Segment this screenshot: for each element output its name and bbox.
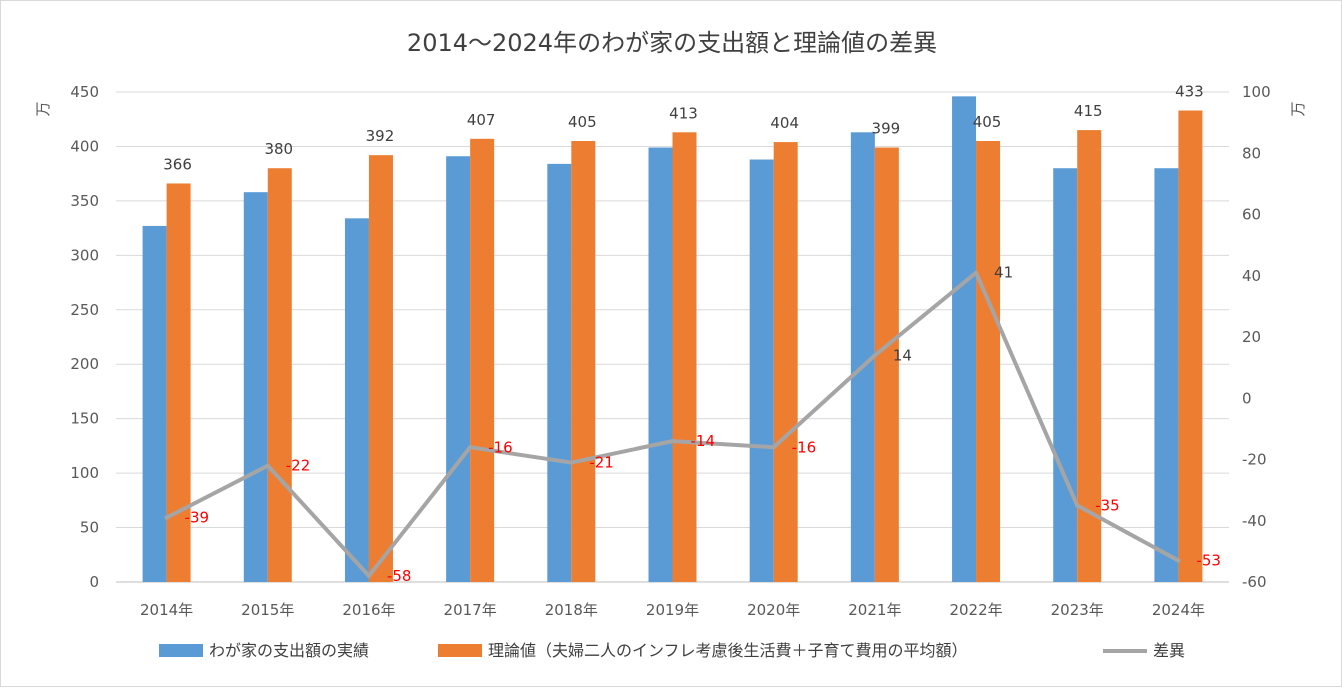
diff-point	[468, 445, 473, 450]
chart-title: 2014〜2024年のわが家の支出額と理論値の差異	[407, 29, 937, 57]
diff-point	[670, 439, 675, 444]
bar-theory	[267, 168, 292, 582]
bar-theory-label: 405	[568, 113, 597, 131]
bar-theory	[571, 141, 596, 582]
y-right-unit: 万	[1289, 101, 1307, 116]
diff-point	[265, 463, 270, 468]
diff-label: -22	[286, 457, 311, 475]
y-left-unit: 万	[34, 101, 52, 116]
bar-actual	[1053, 168, 1078, 582]
bar-theory	[672, 132, 697, 583]
x-tick-label: 2020年	[747, 601, 800, 619]
x-tick-label: 2022年	[949, 601, 1002, 619]
bar-actual	[547, 163, 572, 582]
y-right-tick-label: -20	[1242, 451, 1267, 469]
x-tick-label: 2017年	[444, 601, 497, 619]
bar-actual	[446, 156, 471, 582]
y-left-tick-label: 400	[70, 137, 99, 155]
y-right-tick-label: 60	[1242, 206, 1261, 224]
bar-actual	[243, 192, 268, 582]
y-right-tick-label: 0	[1242, 389, 1252, 407]
y-left-tick-label: 150	[70, 410, 99, 428]
diff-point	[974, 270, 979, 275]
diff-label: -21	[589, 454, 614, 472]
x-tick-label: 2018年	[545, 601, 598, 619]
diff-label: -16	[792, 438, 817, 456]
y-left-tick-label: 350	[70, 192, 99, 210]
y-left-tick-label: 200	[70, 355, 99, 373]
diff-point	[366, 573, 371, 578]
bar-theory	[368, 155, 393, 582]
legend-swatch-theory	[438, 644, 482, 657]
bar-theory	[773, 142, 798, 583]
diff-point	[569, 460, 574, 465]
bar-theory	[1178, 110, 1203, 582]
bar-theory	[470, 138, 495, 583]
bar-theory-label: 405	[973, 113, 1002, 131]
diff-label: -35	[1095, 496, 1120, 514]
axes: 0 50 100 150 200 250 300 350 400 450 -60 -40 -20 0 20 4…	[34, 83, 1307, 619]
x-tick-label: 2015年	[241, 601, 294, 619]
diff-label: -53	[1196, 552, 1221, 570]
x-tick-label: 2016年	[342, 601, 395, 619]
bar-actual	[142, 225, 167, 582]
bar-actual	[952, 96, 977, 582]
y-left-tick-label: 0	[89, 573, 99, 591]
x-tick-label: 2021年	[848, 601, 901, 619]
x-tick-label: 2019年	[646, 601, 699, 619]
y-left-tick-label: 50	[80, 519, 99, 537]
x-tick-label: 2014年	[140, 601, 193, 619]
y-right-tick-label: 40	[1242, 267, 1261, 285]
bar-theory-label: 433	[1175, 83, 1204, 101]
legend: わが家の支出額の実績 理論値（夫婦二人のインフレ考慮後生活費＋子育て費用の平均額）…	[159, 641, 1185, 660]
bar-theory-label: 407	[467, 111, 496, 129]
diff-label: -16	[488, 438, 513, 456]
diff-point	[1075, 503, 1080, 508]
bar-theory-label: 392	[366, 127, 395, 145]
bar-theory-label: 380	[264, 140, 293, 158]
bar-theory	[874, 147, 899, 583]
y-left-tick-label: 100	[70, 464, 99, 482]
bar-theory-label: 404	[770, 114, 799, 132]
bar-theory-label: 366	[163, 155, 192, 173]
bar-actual	[749, 159, 774, 582]
diff-label: 14	[893, 346, 912, 364]
legend-swatch-actual	[159, 644, 203, 657]
diff-line	[164, 270, 1181, 578]
y-right-tick-label: -60	[1242, 573, 1267, 591]
bars	[142, 96, 1203, 583]
y-left-tick-label: 450	[70, 83, 99, 101]
diff-label: -39	[185, 509, 210, 527]
y-right-tick-label: 80	[1242, 144, 1261, 162]
bar-theory-label: 399	[872, 120, 901, 138]
diff-point	[1176, 558, 1181, 563]
diff-point	[771, 445, 776, 450]
diff-label: 41	[994, 264, 1013, 282]
legend-label-diff: 差異	[1153, 641, 1185, 660]
diff-point	[164, 515, 169, 520]
diff-label: -58	[387, 567, 412, 585]
bar-actual	[344, 218, 369, 583]
y-right-tick-label: -40	[1242, 512, 1267, 530]
legend-label-theory: 理論値（夫婦二人のインフレ考慮後生活費＋子育て費用の平均額）	[488, 641, 968, 660]
y-left-tick-label: 300	[70, 246, 99, 264]
bar-actual	[1154, 168, 1179, 582]
x-tick-label: 2023年	[1051, 601, 1104, 619]
bar-theory-label: 413	[669, 104, 698, 122]
x-tick-label: 2024年	[1152, 601, 1205, 619]
data-labels: 366 380 392 407 405 413 404 399 405 415 433 -39 -22 -…	[163, 83, 1221, 585]
diff-point	[872, 353, 877, 358]
bar-theory-label: 415	[1074, 102, 1103, 120]
y-right-tick-label: 20	[1242, 328, 1261, 346]
y-left-tick-label: 250	[70, 301, 99, 319]
legend-label-actual: わが家の支出額の実績	[209, 641, 369, 660]
bar-theory	[976, 141, 1001, 582]
diff-label: -14	[691, 432, 716, 450]
bar-actual	[648, 147, 673, 583]
y-right-tick-label: 100	[1242, 83, 1271, 101]
